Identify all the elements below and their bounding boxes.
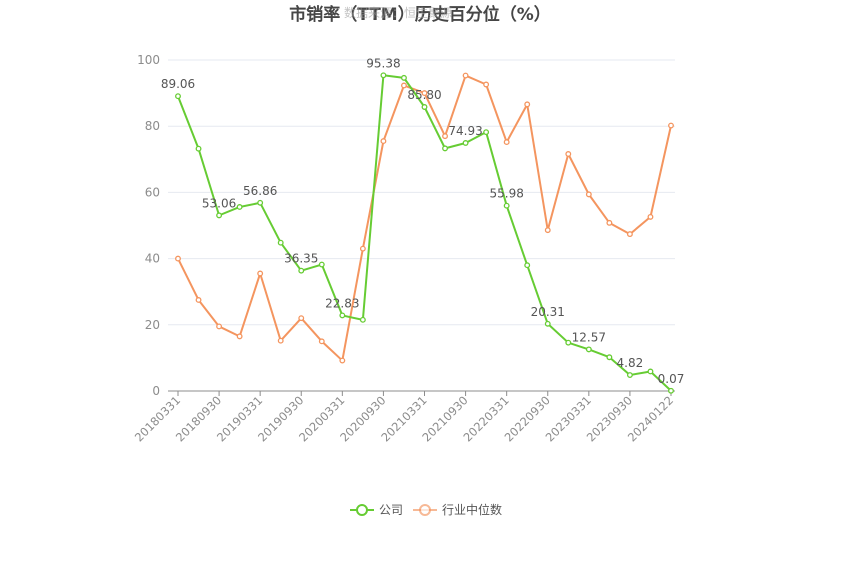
legend[interactable]: 公司 行业中位数 bbox=[350, 502, 502, 517]
data-point bbox=[462, 72, 469, 79]
data-point bbox=[585, 346, 592, 353]
series-company: 89.06 53.06 56.86 36.35 22.83 95.38 85.80 74.93… bbox=[161, 56, 685, 394]
data-point bbox=[236, 333, 243, 340]
data-point bbox=[565, 151, 572, 157]
data-label: 85.80 bbox=[407, 88, 441, 102]
y-tick-label: 60 bbox=[145, 185, 160, 199]
data-point bbox=[483, 129, 490, 136]
data-point bbox=[401, 74, 407, 81]
data-label: 22.83 bbox=[325, 296, 359, 310]
data-point bbox=[277, 239, 284, 246]
series-line bbox=[177, 74, 672, 362]
legend-label: 行业中位数 bbox=[442, 502, 502, 517]
y-tick-label: 20 bbox=[145, 318, 160, 332]
data-point bbox=[606, 354, 613, 361]
data-point bbox=[421, 90, 428, 97]
data-point bbox=[216, 212, 223, 219]
legend-marker bbox=[356, 504, 368, 516]
y-tick-label: 100 bbox=[137, 53, 160, 67]
data-point bbox=[257, 199, 264, 206]
legend-marker bbox=[419, 504, 431, 516]
data-label: 12.57 bbox=[572, 330, 606, 344]
data-point bbox=[544, 227, 551, 234]
y-tick-label: 80 bbox=[145, 119, 160, 133]
data-point bbox=[606, 219, 613, 226]
data-point bbox=[339, 312, 346, 319]
axes: 0204060801002018033120180930201903312019… bbox=[132, 53, 676, 445]
data-point bbox=[318, 261, 325, 268]
data-label: 0.07 bbox=[658, 372, 685, 386]
data-point bbox=[318, 338, 325, 345]
data-point bbox=[298, 267, 305, 274]
data-label: 89.06 bbox=[161, 77, 195, 91]
data-point bbox=[421, 104, 428, 110]
data-label: 74.93 bbox=[448, 124, 482, 138]
y-tick-label: 40 bbox=[145, 252, 160, 266]
data-label: 95.38 bbox=[366, 56, 400, 70]
data-point bbox=[216, 323, 223, 330]
data-point bbox=[195, 297, 202, 303]
data-point bbox=[626, 231, 633, 238]
data-point bbox=[626, 372, 633, 378]
source-watermark: 数据来源：恒生聚源 bbox=[344, 5, 452, 20]
data-point bbox=[442, 133, 448, 140]
data-point bbox=[647, 213, 654, 220]
data-point bbox=[401, 82, 407, 89]
data-point bbox=[462, 140, 469, 146]
data-point bbox=[298, 315, 305, 322]
data-point bbox=[380, 138, 387, 145]
data-point bbox=[380, 72, 387, 79]
data-point bbox=[359, 245, 366, 252]
data-point bbox=[668, 387, 674, 394]
legend-label: 公司 bbox=[379, 503, 403, 517]
data-point bbox=[195, 145, 202, 152]
data-point bbox=[668, 122, 674, 129]
legend-item-company[interactable]: 公司 bbox=[350, 503, 403, 517]
series-industry-median bbox=[175, 72, 674, 364]
data-point bbox=[585, 191, 592, 198]
data-point bbox=[442, 145, 448, 152]
data-label: 56.86 bbox=[243, 184, 277, 198]
data-point bbox=[359, 316, 366, 323]
data-point bbox=[544, 320, 551, 327]
legend-item-industry-median[interactable]: 行业中位数 bbox=[413, 502, 502, 517]
data-label: 53.06 bbox=[202, 196, 236, 210]
data-label: 20.31 bbox=[531, 305, 565, 319]
data-point bbox=[175, 93, 181, 100]
chart-title: 市销率（TTM）历史百分位（%） bbox=[289, 4, 551, 25]
data-point bbox=[503, 202, 510, 209]
data-point bbox=[524, 101, 531, 108]
data-point bbox=[524, 262, 531, 269]
data-label: 4.82 bbox=[617, 356, 644, 370]
data-point bbox=[503, 139, 510, 146]
data-point bbox=[236, 204, 243, 210]
data-label: 55.98 bbox=[489, 187, 523, 201]
y-tick-label: 0 bbox=[152, 384, 160, 398]
data-point bbox=[647, 368, 654, 375]
data-point bbox=[565, 339, 572, 346]
data-point bbox=[339, 357, 346, 364]
data-point bbox=[483, 81, 490, 88]
data-point bbox=[257, 270, 264, 277]
series-layer: 89.06 53.06 56.86 36.35 22.83 95.38 85.80 74.93… bbox=[161, 56, 685, 394]
data-point bbox=[277, 337, 284, 344]
data-point bbox=[175, 255, 181, 262]
data-label: 36.35 bbox=[284, 252, 318, 266]
